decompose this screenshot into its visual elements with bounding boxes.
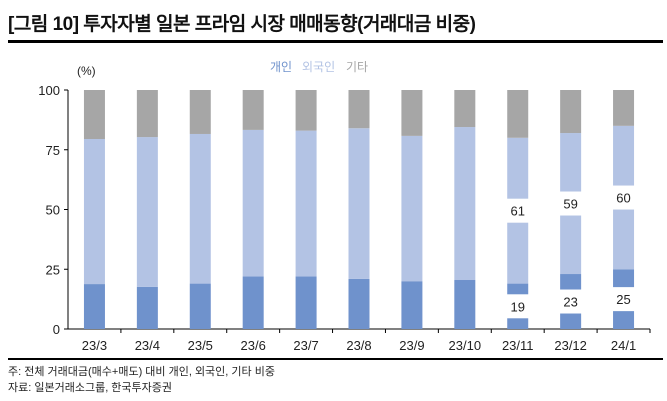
x-tick-label: 23/7 bbox=[293, 338, 318, 353]
data-label: 23 bbox=[563, 295, 577, 310]
bar-기타-24/1 bbox=[613, 90, 635, 126]
x-tick-label: 23/8 bbox=[346, 338, 371, 353]
bar-기타-23/4 bbox=[136, 90, 158, 138]
data-label-bg bbox=[559, 191, 583, 216]
x-tick-label: 23/6 bbox=[241, 338, 266, 353]
bar-기타-23/7 bbox=[295, 90, 317, 131]
y-tick-label: 50 bbox=[46, 203, 60, 218]
bar-개인-23/5 bbox=[189, 283, 211, 329]
bar-개인-23/8 bbox=[348, 278, 370, 329]
y-tick-label: 25 bbox=[46, 262, 60, 277]
bar-개인-23/7 bbox=[295, 276, 317, 329]
bar-기타-23/11 bbox=[507, 90, 529, 138]
y-tick-label: 0 bbox=[53, 322, 60, 337]
legend-item-2: 외국인 bbox=[302, 60, 335, 74]
data-label-bg bbox=[506, 294, 530, 319]
bar-기타-23/12 bbox=[560, 90, 582, 134]
data-label-bg bbox=[612, 185, 636, 210]
stacked-bar-chart: 0 25 50 75 100 (%) 개인 외국인 기타 23/3 23/4 23/5 23/6 23/7… bbox=[38, 60, 651, 353]
bar-외국인-23/7 bbox=[295, 130, 317, 277]
x-tick-label: 23/3 bbox=[82, 338, 107, 353]
x-tick-label: 24/1 bbox=[611, 338, 636, 353]
data-label: 25 bbox=[616, 292, 630, 307]
y-axis-unit: (%) bbox=[77, 64, 96, 78]
data-label-bg bbox=[612, 287, 636, 312]
y-tick-label: 75 bbox=[46, 143, 60, 158]
bar-개인-23/6 bbox=[242, 276, 264, 329]
bar-개인-23/4 bbox=[136, 286, 158, 329]
bar-개인-23/10 bbox=[454, 280, 476, 329]
bar-외국인-23/6 bbox=[242, 129, 264, 277]
title-rule bbox=[8, 40, 663, 43]
bar-외국인-23/10 bbox=[454, 127, 476, 281]
bar-외국인-23/3 bbox=[83, 138, 105, 285]
bar-기타-23/9 bbox=[401, 90, 423, 136]
bar-외국인-23/8 bbox=[348, 128, 370, 279]
source-note: 자료: 일본거래소그룹, 한국투자증권 bbox=[8, 382, 173, 394]
x-tick-label: 23/4 bbox=[135, 338, 160, 353]
legend-item-3: 기타 bbox=[346, 60, 368, 74]
x-tick-label: 23/11 bbox=[502, 338, 534, 353]
x-tick-label: 23/12 bbox=[554, 338, 587, 353]
x-tick-label: 23/9 bbox=[399, 338, 424, 353]
footer-rule bbox=[8, 358, 663, 360]
figure-title: [그림 10] 투자자별 일본 프라임 시장 매매동향(거래대금 비중) bbox=[8, 14, 476, 35]
y-tick-label: 100 bbox=[38, 83, 60, 98]
data-label-bg bbox=[506, 198, 530, 223]
bar-기타-23/3 bbox=[83, 90, 105, 139]
bar-기타-23/8 bbox=[348, 90, 370, 129]
bar-기타-23/10 bbox=[454, 90, 476, 128]
bar-외국인-23/4 bbox=[136, 137, 158, 287]
data-label: 59 bbox=[563, 197, 577, 212]
bar-외국인-23/9 bbox=[401, 135, 423, 282]
legend-item-1: 개인 bbox=[270, 60, 292, 74]
data-label: 60 bbox=[616, 191, 630, 206]
x-tick-label: 23/10 bbox=[449, 338, 482, 353]
data-label: 19 bbox=[510, 299, 524, 314]
x-tick-label: 23/5 bbox=[188, 338, 213, 353]
data-label-bg bbox=[559, 289, 583, 314]
bar-기타-23/6 bbox=[242, 90, 264, 130]
bar-개인-23/3 bbox=[83, 284, 105, 329]
bar-개인-23/9 bbox=[401, 281, 423, 329]
footnote: 주: 전체 거래대금(매수+매도) 대비 개인, 외국인, 기타 비중 bbox=[8, 366, 275, 378]
bar-기타-23/5 bbox=[189, 90, 211, 134]
bar-외국인-23/5 bbox=[189, 133, 211, 284]
data-label: 61 bbox=[510, 204, 524, 219]
